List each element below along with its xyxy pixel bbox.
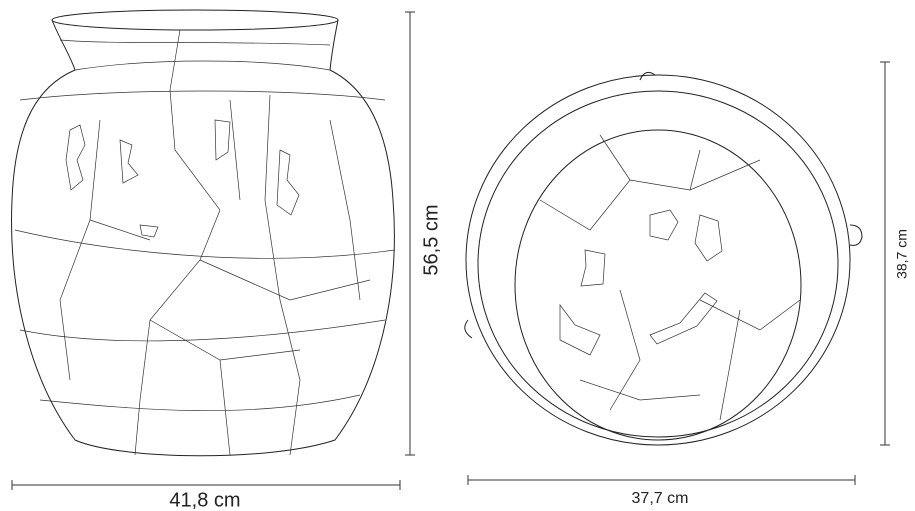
cracks bbox=[15, 30, 395, 455]
height-label: 56,5 cm bbox=[420, 204, 442, 275]
jar-top-view bbox=[465, 72, 862, 445]
handles bbox=[465, 72, 862, 338]
losses bbox=[66, 120, 299, 237]
width-label: 41,8 cm bbox=[169, 489, 240, 511]
losses bbox=[560, 210, 722, 355]
width-label: 37,7 cm bbox=[632, 490, 689, 507]
rim bbox=[52, 10, 338, 30]
drawing: 56,5 cm 41,8 cm 38,7 cm 37,7 cm bbox=[0, 0, 915, 511]
rim-edge bbox=[478, 91, 838, 437]
inner-wall bbox=[515, 130, 801, 440]
height-label: 38,7 cm bbox=[894, 229, 910, 279]
outline bbox=[12, 20, 395, 456]
jar-side-view bbox=[12, 10, 395, 456]
